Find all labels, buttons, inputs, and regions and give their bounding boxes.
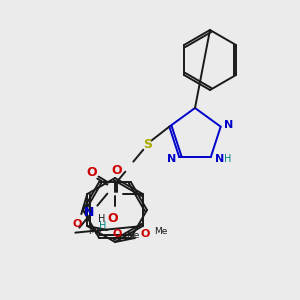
Text: Me: Me xyxy=(127,232,140,241)
Text: H: H xyxy=(99,221,106,231)
Text: N: N xyxy=(84,206,94,219)
Text: O: O xyxy=(86,166,97,179)
Text: N: N xyxy=(215,154,224,164)
Text: N: N xyxy=(167,154,176,164)
Text: O: O xyxy=(73,219,82,229)
Text: Me: Me xyxy=(154,227,168,236)
Text: O: O xyxy=(140,229,150,239)
Text: H: H xyxy=(224,154,232,164)
Text: N: N xyxy=(224,120,233,130)
Text: Me: Me xyxy=(88,227,102,236)
Text: O: O xyxy=(111,164,122,176)
Text: S: S xyxy=(143,138,152,151)
Text: H: H xyxy=(98,214,105,224)
Text: O: O xyxy=(112,229,122,239)
Text: O: O xyxy=(107,212,118,224)
